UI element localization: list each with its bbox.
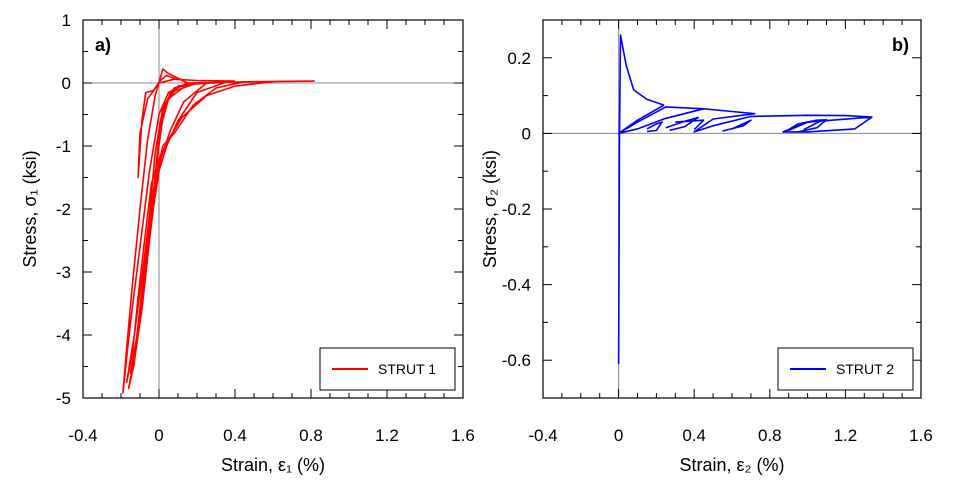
right-series-0-path-8 <box>788 120 822 132</box>
left-y-tick-label: 1 <box>62 11 71 30</box>
right-y-tick-label: -0.4 <box>502 276 531 295</box>
left-x-tick-label: 0.4 <box>223 426 247 445</box>
left-series-0-path-5 <box>137 74 236 179</box>
right-legend-label: STRUT 2 <box>836 361 894 377</box>
left-series-0-path-4 <box>133 82 208 361</box>
right-series-0-path-5 <box>675 119 705 131</box>
right-x-tick-label: 1.2 <box>834 426 858 445</box>
right-y-tick-label: -0.6 <box>502 351 531 370</box>
left-series-0-path-1 <box>125 80 274 384</box>
right-x-tick-label: 0 <box>614 426 623 445</box>
left-series-group <box>122 68 315 394</box>
left-y-axis-label: Stress, σ₁ (ksi) <box>20 150 40 267</box>
right-x-tick-label: -0.4 <box>528 426 557 445</box>
left-y-tick-label: -5 <box>56 389 71 408</box>
left-x-axis-label: Strain, ε₁ (%) <box>221 455 325 475</box>
right-x-tick-label: 0.8 <box>758 426 782 445</box>
left-x-tick-label: 1.6 <box>451 426 475 445</box>
right-y-tick-label: 0.2 <box>507 49 531 68</box>
right-y-tick-label: 0 <box>522 124 531 143</box>
right-y-tick-label: -0.2 <box>502 200 531 219</box>
right-series-0-path-0 <box>617 34 665 365</box>
right-series-0-path-4 <box>665 116 699 132</box>
left-series-0-path-0 <box>122 68 315 394</box>
right-panel-label: b) <box>892 35 909 55</box>
left-panel-label: a) <box>95 35 111 55</box>
right-series-0-path-2 <box>693 108 873 133</box>
right-chart-panel: -0.4 0 0.4 0.8 1.2 1.6 -0.6 -0.4 -0.2 0 0.2 Strain,… <box>480 19 933 475</box>
left-x-tick-label: 0.8 <box>299 426 323 445</box>
right-series-0-path-6 <box>722 119 752 132</box>
right-y-axis-label: Stress, σ₂ (ksi) <box>480 150 500 268</box>
left-y-tick-label: 0 <box>62 74 71 93</box>
left-y-tick-label: -3 <box>56 263 71 282</box>
left-series-0-path-3 <box>129 80 236 374</box>
left-legend-label: STRUT 1 <box>378 361 436 377</box>
left-x-tick-label: -0.4 <box>68 426 97 445</box>
left-x-tick-label: 1.2 <box>375 426 399 445</box>
right-x-tick-label: 0.4 <box>682 426 706 445</box>
left-y-tick-label: -4 <box>56 326 71 345</box>
left-x-tick-label: 0 <box>154 426 163 445</box>
left-chart-panel: -0.4 0 0.4 0.8 1.2 1.6 -5 -4 -3 -2 -1 0 1 Strain, ε₁ … <box>20 11 475 475</box>
right-series-0-path-7 <box>784 119 828 133</box>
left-y-tick-label: -2 <box>56 200 71 219</box>
left-y-tick-label: -1 <box>56 137 71 156</box>
right-series-0-path-3 <box>646 121 663 133</box>
right-plot-frame <box>542 19 922 399</box>
right-series-group <box>617 34 873 365</box>
right-series-0-path-1 <box>617 104 705 135</box>
right-x-axis-label: Strain, ε₂ (%) <box>679 455 784 475</box>
right-x-tick-label: 1.6 <box>909 426 933 445</box>
